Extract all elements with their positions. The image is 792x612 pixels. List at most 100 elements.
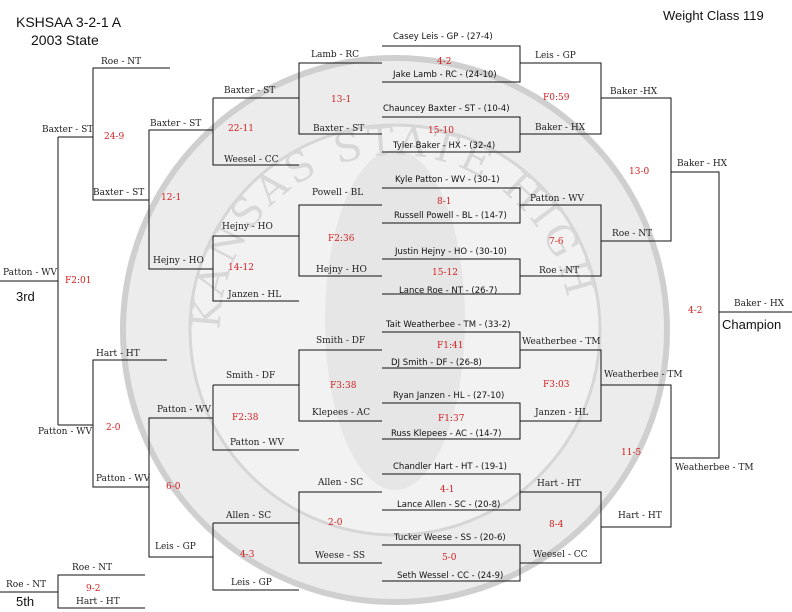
- champion-label: Champion: [722, 317, 782, 332]
- q4-bottom: Weesel - CC: [533, 550, 588, 560]
- m7-bottom: Lance Allen - SC - (20-8): [397, 500, 501, 510]
- cr3-b-top: Patton - WV: [157, 405, 211, 415]
- bracket-s1: [601, 97, 672, 242]
- m2-bottom: Tyler Baker - HX - (32-4): [393, 141, 496, 151]
- m6-top: Ryan Janzen - HL - (27-10): [393, 391, 505, 401]
- cr3-b-score: 6-0: [166, 482, 181, 492]
- q1-top: Leis - GP: [535, 51, 576, 61]
- cr1b-b-score: 2-0: [328, 518, 343, 528]
- s1-bottom: Roe - NT: [612, 229, 653, 239]
- q1-score: F0:59: [543, 93, 570, 103]
- champion-name: Baker - HX: [734, 299, 785, 309]
- third-score: F2:01: [65, 276, 92, 286]
- m4-score: 15-12: [432, 268, 458, 278]
- title-line1: KSHSAA 3-2-1 A: [16, 14, 122, 30]
- fifth-score: 9-2: [86, 584, 101, 594]
- bracket-cr2b-b: [212, 523, 299, 591]
- m3-score: 8-1: [437, 197, 452, 207]
- m3-bottom: Russell Powell - BL - (14-7): [394, 211, 507, 221]
- cr2b-b-bottom: Leis - GP: [231, 578, 272, 588]
- m1-score: 4-2: [437, 57, 452, 67]
- s2-bottom: Hart - HT: [618, 511, 662, 521]
- cr1b-top: Powell - BL: [312, 188, 364, 198]
- bracket-s2: [601, 384, 672, 528]
- m3-top: Kyle Patton - WV - (30-1): [395, 175, 500, 185]
- bracket-cr4: [92, 67, 170, 201]
- cr4-score: 24-9: [104, 132, 125, 142]
- s2-score: 11-5: [621, 448, 642, 458]
- cr2b-score: 14-12: [228, 263, 254, 273]
- cr1a-top: Lamb - RC: [311, 50, 360, 60]
- cr3-score: 12-1: [161, 193, 182, 203]
- q3-bottom: Janzen - HL: [535, 408, 589, 418]
- m4-bottom: Lance Roe - NT - (26-7): [399, 286, 498, 296]
- cr4-b-score: 2-0: [106, 423, 121, 433]
- m7-top: Chandler Hart - HT - (19-1): [393, 462, 507, 472]
- q3-score: F3:03: [543, 380, 570, 390]
- m5-score: F1:41: [437, 341, 464, 351]
- cr3-bottom: Hejny - HO: [153, 256, 204, 266]
- q2-top: Patton - WV: [530, 194, 584, 204]
- m7-score: 4-1: [440, 485, 455, 495]
- bracket-cr4-b: [92, 359, 167, 488]
- bracket-cr2a-b: [212, 385, 299, 451]
- cr1a-b-top: Smith - DF: [316, 336, 366, 346]
- m1-top: Casey Leis - GP - (27-4): [393, 32, 493, 42]
- m5-bottom: DJ Smith - DF - (26-8): [391, 358, 482, 368]
- q2-bottom: Roe - NT: [539, 266, 580, 276]
- cr1a-b-score: F3:38: [330, 381, 357, 391]
- q4-score: 8-4: [549, 520, 564, 530]
- m1-bottom: Jake Lamb - RC - (24-10): [393, 70, 497, 80]
- m2-score: 15-10: [428, 126, 454, 136]
- final-score: 4-2: [688, 306, 703, 316]
- bracket-cr2a: [212, 98, 299, 166]
- final-top: Baker - HX: [677, 159, 728, 169]
- bracket-final: [671, 171, 720, 459]
- cr2a-b-bottom: Patton - WV: [230, 438, 284, 448]
- fifth-bottom: Hart - HT: [76, 597, 120, 607]
- cr4-top: Roe - NT: [101, 57, 142, 67]
- m5-top: Tait Weatherbee - TM - (33-2): [386, 320, 511, 330]
- q2-score: 7-6: [549, 237, 564, 247]
- cr1b-score: F2:36: [328, 234, 355, 244]
- cr1a-b-bottom: Klepees - AC: [312, 408, 371, 418]
- s2-top: Weatherbee - TM: [604, 370, 683, 380]
- third-label: 3rd: [16, 289, 35, 304]
- cr2a-bottom: Weesel - CC: [224, 155, 279, 165]
- fifth-winner: Roe - NT: [6, 580, 47, 590]
- cr4-bottom: Baxter - ST: [93, 188, 145, 198]
- cr4-b-bottom: Patton - WV: [96, 474, 150, 484]
- m4-top: Justin Hejny - HO - (30-10): [395, 247, 507, 257]
- bracket-cr2b: [212, 236, 299, 302]
- m2-top: Chauncey Baxter - ST - (10-4): [383, 104, 510, 114]
- m6-score: F1:37: [438, 414, 465, 424]
- seal-figure: [325, 150, 465, 490]
- cr1a-score: 13-1: [331, 95, 352, 105]
- cr2b-b-top: Allen - SC: [226, 511, 272, 521]
- cr1b-b-top: Allen - SC: [318, 478, 364, 488]
- title-line2: 2003 State: [31, 32, 99, 48]
- cr2b-top: Hejny - HO: [222, 222, 273, 232]
- fifth-top: Roe - NT: [72, 563, 113, 573]
- cr2a-score: 22-11: [228, 124, 254, 134]
- final-bottom: Weatherbee - TM: [675, 463, 754, 473]
- m8-bottom: Seth Wessel - CC - (24-9): [397, 571, 504, 581]
- cr3-b-bottom: Leis - GP: [155, 542, 196, 552]
- cr2b-bottom: Janzen - HL: [228, 290, 282, 300]
- third-bottom: Patton - WV: [38, 427, 92, 437]
- m6-bottom: Russ Klepees - AC - (14-7): [391, 429, 502, 439]
- cr2a-b-top: Smith - DF: [226, 371, 276, 381]
- bracket-cr1b: [298, 204, 382, 277]
- third-winner: Patton - WV: [3, 268, 57, 278]
- bracket-cr3-b: [148, 417, 213, 558]
- m8-score: 5-0: [442, 553, 457, 563]
- cr2b-b-score: 4-3: [240, 550, 255, 560]
- fifth-label: 5th: [16, 594, 35, 609]
- q4-top: Hart - HT: [537, 479, 581, 489]
- cr2a-top: Baxter - ST: [224, 86, 276, 96]
- q3-top: Weatherbee - TM: [522, 337, 601, 347]
- third-top: Baxter - ST: [42, 125, 94, 135]
